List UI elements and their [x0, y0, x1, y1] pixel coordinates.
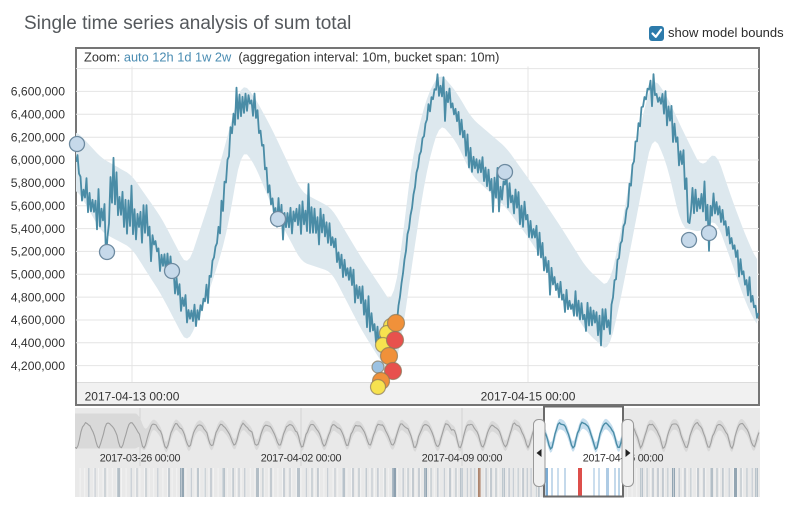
svg-text:5,600,000: 5,600,000 — [11, 199, 65, 213]
svg-text:4,400,000: 4,400,000 — [11, 336, 65, 350]
svg-text:6,000,000: 6,000,000 — [11, 153, 65, 167]
svg-text:Zoom: auto 12h 1d 1w 2w (aggr: Zoom: auto 12h 1d 1w 2w (aggregation int… — [84, 50, 499, 65]
svg-text:5,400,000: 5,400,000 — [11, 222, 65, 236]
svg-text:4,800,000: 4,800,000 — [11, 290, 65, 304]
svg-text:Single time series analysis of: Single time series analysis of sum total — [24, 13, 351, 34]
svg-text:6,600,000: 6,600,000 — [11, 85, 65, 99]
svg-text:5,200,000: 5,200,000 — [11, 245, 65, 259]
svg-text:2017-04-09 00:00: 2017-04-09 00:00 — [422, 453, 503, 465]
svg-text:5,800,000: 5,800,000 — [11, 176, 65, 190]
svg-text:2017-04-15 00:00: 2017-04-15 00:00 — [481, 390, 576, 404]
svg-text:4,600,000: 4,600,000 — [11, 313, 65, 327]
svg-text:5,000,000: 5,000,000 — [11, 267, 65, 281]
svg-text:2017-03-26 00:00: 2017-03-26 00:00 — [100, 453, 181, 465]
svg-text:6,200,000: 6,200,000 — [11, 130, 65, 144]
svg-text:2017-04-02 00:00: 2017-04-02 00:00 — [261, 453, 342, 465]
svg-text:4,200,000: 4,200,000 — [11, 359, 65, 373]
svg-text:show model bounds: show model bounds — [668, 25, 784, 40]
svg-text:6,400,000: 6,400,000 — [11, 108, 65, 122]
svg-text:2017-04-13 00:00: 2017-04-13 00:00 — [85, 390, 180, 404]
